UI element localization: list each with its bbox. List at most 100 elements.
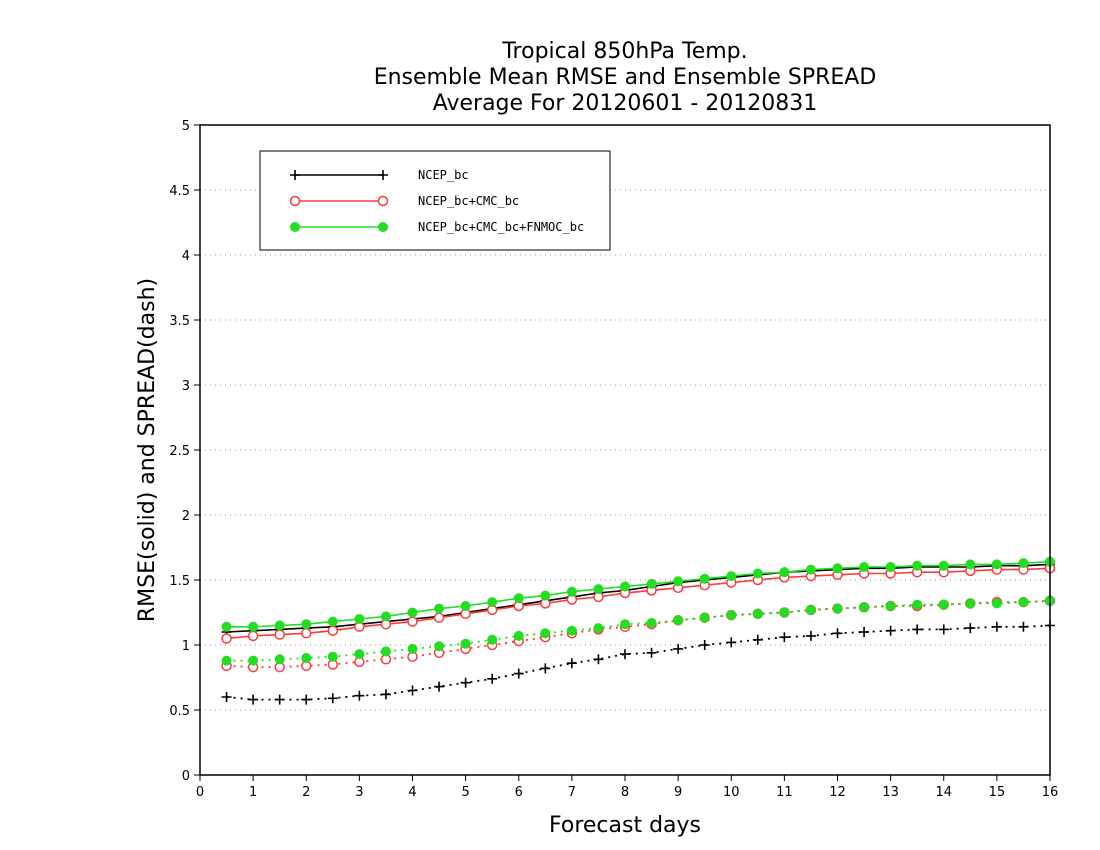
ncep-bc-cmc-bc-fnmoc-bc-spread-point — [327, 651, 338, 662]
ncep-bc-cmc-bc-fnmoc-bc-rmse-point — [859, 562, 870, 572]
ncep-bc-cmc-bc-fnmoc-bc-rmse-point — [301, 619, 312, 630]
ncep-bc-spread-point — [991, 621, 1002, 632]
ncep-bc-spread-point — [354, 690, 365, 701]
ncep-bc-cmc-bc-fnmoc-bc-spread-point — [965, 598, 976, 609]
ncep-bc-spread-point — [726, 637, 737, 648]
x-tick-label: 5 — [461, 785, 469, 800]
ncep-bc-spread-point — [620, 649, 630, 660]
ncep-bc-cmc-bc-fnmoc-bc-rmse-point — [540, 590, 551, 601]
ncep-bc-cmc-bc-fnmoc-bc-rmse-point — [965, 559, 976, 570]
x-tick-label: 0 — [196, 785, 204, 800]
ncep-bc-spread-point — [779, 632, 790, 643]
ncep-bc-cmc-bc-fnmoc-bc-spread-point — [805, 604, 816, 615]
legend-marker — [289, 195, 301, 207]
x-tick-label: 1 — [249, 785, 257, 800]
x-tick-label: 7 — [568, 785, 576, 800]
ncep-bc-cmc-bc-rmse-point — [407, 616, 418, 627]
ncep-bc-rmse-line — [226, 563, 1051, 633]
ncep-bc-cmc-bc-fnmoc-bc-rmse-point — [354, 614, 365, 624]
x-tick-label: 8 — [621, 785, 629, 800]
ncep-bc-spread-point — [434, 681, 445, 692]
ncep-bc-cmc-bc-fnmoc-bc-spread-point — [434, 641, 445, 652]
legend-label: NCEP_bc+CMC_bc — [418, 194, 519, 208]
legend-item-ncep-bc-cmc-bc-fnmoc-bc: NCEP_bc+CMC_bc+FNMOC_bc — [290, 220, 584, 234]
ncep-bc-cmc-bc-fnmoc-bc-spread-point — [221, 655, 232, 666]
x-tick-label: 12 — [829, 785, 846, 800]
y-tick-label: 1.5 — [169, 574, 190, 589]
ncep-bc-cmc-bc-fnmoc-bc-rmse-point — [593, 584, 604, 595]
x-tick-label: 9 — [674, 785, 682, 800]
ncep-bc-cmc-bc-rmse-point — [301, 628, 312, 639]
ncep-bc-cmc-bc-fnmoc-bc-spread-point — [832, 603, 843, 614]
ncep-bc-cmc-bc-fnmoc-bc-spread-point — [487, 634, 498, 645]
ncep-bc-spread-point — [593, 654, 604, 665]
ncep-bc-cmc-bc-fnmoc-bc-rmse-point — [938, 560, 949, 571]
x-axis-label: Forecast days — [549, 813, 701, 838]
ncep-bc-spread-point — [938, 624, 949, 635]
ncep-bc-cmc-bc-fnmoc-bc-rmse-point — [752, 568, 763, 579]
x-tick-label: 2 — [302, 785, 310, 800]
x-tick-label: 10 — [723, 785, 740, 800]
gridlines — [200, 189, 1050, 711]
ncep-bc-cmc-bc-fnmoc-bc-spread-point — [726, 610, 737, 621]
y-tick-label: 0 — [182, 769, 190, 784]
ncep-bc-cmc-bc-fnmoc-bc-spread-point — [779, 607, 790, 618]
y-tick-label: 2.5 — [169, 444, 190, 459]
ncep-bc-cmc-bc-fnmoc-bc-rmse-point — [1018, 558, 1029, 569]
ncep-bc-spread-point — [301, 694, 312, 705]
ncep-bc-cmc-bc-fnmoc-bc-rmse-point — [885, 562, 896, 572]
x-tick-label: 6 — [515, 785, 523, 800]
title-line-2: Ensemble Mean RMSE and Ensemble SPREAD — [374, 65, 877, 90]
ncep-bc-cmc-bc-fnmoc-bc-rmse-point — [380, 611, 391, 622]
ncep-bc-cmc-bc-fnmoc-bc-rmse-point — [620, 581, 630, 592]
x-tick-label: 16 — [1042, 785, 1059, 800]
ncep-bc-cmc-bc-fnmoc-bc-rmse-point — [248, 621, 259, 632]
x-tick-label: 3 — [355, 785, 363, 800]
ncep-bc-cmc-bc-fnmoc-bc-spread-point — [380, 646, 391, 657]
ncep-bc-cmc-bc-fnmoc-bc-rmse-point — [327, 616, 338, 627]
ncep-bc-spread-point — [885, 625, 896, 636]
ncep-bc-cmc-bc-fnmoc-bc-spread-point — [912, 599, 923, 610]
ncep-bc-cmc-bc-fnmoc-bc-rmse-point — [991, 559, 1002, 570]
ncep-bc-spread-point — [248, 694, 259, 705]
ncep-bc-cmc-bc-fnmoc-bc-spread-point — [885, 601, 896, 611]
ncep-bc-cmc-bc-fnmoc-bc-rmse-point — [487, 597, 498, 608]
ncep-bc-cmc-bc-fnmoc-bc-spread-point — [1018, 597, 1029, 608]
ncep-bc-spread-point — [274, 694, 285, 705]
legend-label: NCEP_bc — [418, 168, 469, 182]
x-tick-label: 4 — [408, 785, 416, 800]
ncep-bc-cmc-bc-rmse-point — [221, 633, 232, 644]
ncep-bc-spread-line — [226, 624, 1051, 701]
ncep-bc-spread-point — [460, 677, 471, 688]
title-line-3: Average For 20120601 - 20120831 — [433, 91, 818, 116]
ncep-bc-spread-point — [752, 634, 763, 645]
ncep-bc-spread-point — [1018, 621, 1029, 632]
ncep-bc-cmc-bc-fnmoc-bc-rmse-point — [460, 601, 471, 611]
y-tick-label: 5 — [182, 119, 190, 134]
ncep-bc-cmc-bc-fnmoc-bc-rmse-point — [646, 578, 657, 589]
ncep-bc-cmc-bc-fnmoc-bc-spread-point — [673, 615, 684, 626]
ncep-bc-spread-point — [912, 624, 923, 635]
ncep-bc-cmc-bc-fnmoc-bc-spread-point — [991, 598, 1002, 609]
legend-marker — [290, 222, 300, 232]
ncep-bc-cmc-bc-fnmoc-bc-spread-point — [248, 655, 259, 666]
ncep-bc-cmc-bc-rmse-point — [327, 625, 339, 636]
series-ncep-bc — [221, 559, 1055, 705]
ncep-bc-cmc-bc-fnmoc-bc-rmse-point — [407, 607, 418, 618]
ncep-bc-spread-point — [513, 668, 524, 679]
ncep-bc-cmc-bc-fnmoc-bc-rmse-point — [566, 586, 577, 597]
ncep-bc-cmc-bc-fnmoc-bc-rmse-point — [779, 567, 790, 578]
legend-marker — [378, 170, 388, 180]
legend-marker — [378, 222, 388, 232]
ncep-bc-cmc-bc-fnmoc-bc-spread-point — [460, 638, 471, 649]
ncep-bc-spread-point — [327, 693, 338, 704]
legend-marker — [377, 195, 389, 207]
series-ncep-bc-cmc-bc-fnmoc-bc — [221, 556, 1055, 666]
x-tick-label: 11 — [776, 785, 793, 800]
ncep-bc-spread-point — [859, 627, 870, 637]
legend-item-ncep-bc: NCEP_bc — [290, 168, 469, 182]
y-axis-label: RMSE(solid) and SPREAD(dash) — [135, 278, 160, 622]
y-tick-label: 4.5 — [169, 184, 190, 199]
ncep-bc-cmc-bc-fnmoc-bc-rmse-point — [434, 603, 445, 614]
ncep-bc-cmc-bc-fnmoc-bc-spread-point — [646, 617, 657, 628]
